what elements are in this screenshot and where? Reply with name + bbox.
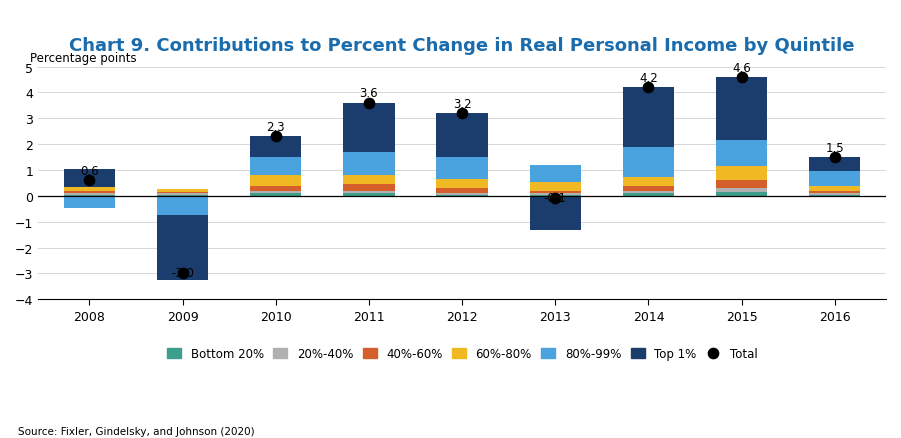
Text: Percentage points: Percentage points [30,52,136,65]
Bar [436,114,487,158]
Bar [157,190,208,193]
Point [734,74,749,81]
Text: 1.5: 1.5 [825,141,844,155]
Point [268,134,283,141]
Bar [716,78,768,141]
Bar [343,103,395,152]
Bar [809,172,860,186]
Text: 3.6: 3.6 [359,87,378,100]
Bar [157,193,208,194]
Text: -0.1: -0.1 [544,192,567,205]
Bar [436,158,487,180]
Text: 4.6: 4.6 [733,61,751,74]
Bar [250,194,302,197]
Bar [157,197,208,216]
Bar [250,137,302,158]
Bar [809,158,860,172]
Bar [623,88,674,148]
Text: 4.2: 4.2 [639,72,658,85]
Bar [716,181,768,189]
Bar [64,195,115,197]
Legend: Bottom 20%, 20%-40%, 40%-60%, 60%-80%, 80%-99%, Top 1%, Total: Bottom 20%, 20%-40%, 40%-60%, 60%-80%, 8… [167,347,758,360]
Point [548,195,562,202]
Bar [250,191,302,194]
Bar [809,186,860,191]
Bar [436,189,487,194]
Bar [343,194,395,197]
Bar [157,194,208,195]
Bar [809,194,860,195]
Bar [716,167,768,181]
Bar [436,194,487,195]
Bar [157,216,208,280]
Bar [64,187,115,191]
Bar [530,182,581,191]
Text: 2.3: 2.3 [267,121,285,134]
Bar [343,185,395,191]
Text: 3.2: 3.2 [453,98,471,110]
Bar [623,186,674,191]
Point [361,100,376,107]
Bar [623,191,674,194]
Bar [623,148,674,177]
Bar [250,176,302,186]
Bar [716,141,768,167]
Bar [623,177,674,186]
Bar [623,194,674,197]
Point [827,154,842,161]
Bar [809,191,860,194]
Bar [436,195,487,197]
Text: -3.0: -3.0 [171,267,194,279]
Bar [716,193,768,197]
Bar [436,180,487,189]
Bar [530,191,581,194]
Bar [64,197,115,208]
Bar [250,186,302,191]
Point [176,270,190,277]
Text: 0.6: 0.6 [80,165,99,178]
Bar [716,189,768,193]
Bar [157,195,208,197]
Bar [530,194,581,195]
Bar [530,166,581,182]
Bar [343,152,395,176]
Bar [343,191,395,194]
Bar [64,170,115,187]
Point [642,85,656,92]
Title: Chart 9. Contributions to Percent Change in Real Personal Income by Quintile: Chart 9. Contributions to Percent Change… [69,37,855,55]
Bar [530,197,581,230]
Point [455,110,469,117]
Point [82,177,96,184]
Bar [64,191,115,194]
Bar [250,158,302,176]
Text: Source: Fixler, Gindelsky, and Johnson (2020): Source: Fixler, Gindelsky, and Johnson (… [18,426,255,436]
Bar [530,195,581,197]
Bar [809,195,860,197]
Bar [343,176,395,185]
Bar [64,194,115,195]
